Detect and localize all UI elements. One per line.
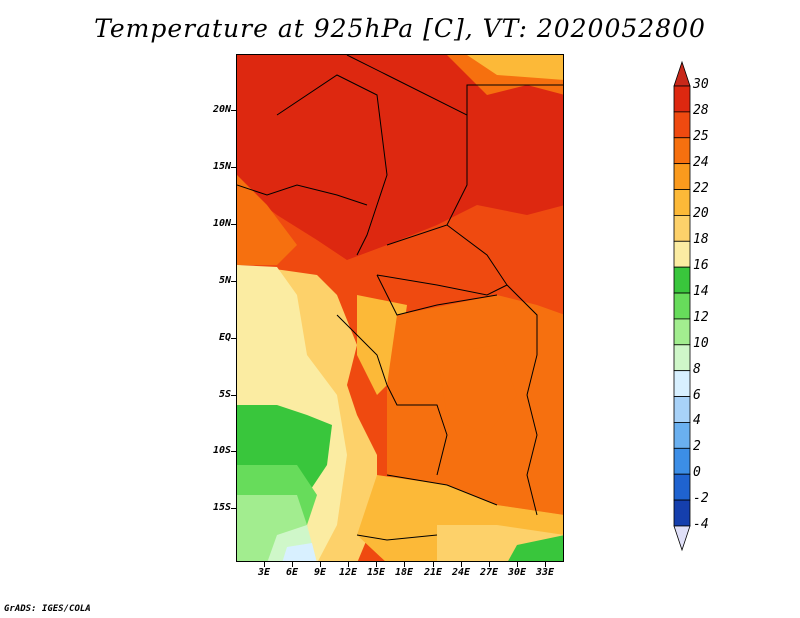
colorbar-label: 16 bbox=[693, 258, 709, 274]
lat-label-20n: 20N bbox=[212, 104, 231, 115]
colorbar-swatch bbox=[673, 240, 691, 268]
colorbar bbox=[673, 60, 691, 552]
colorbar-swatch bbox=[673, 137, 691, 165]
colorbar-label: 22 bbox=[693, 180, 709, 196]
lon-tick bbox=[545, 562, 546, 567]
colorbar-swatch bbox=[673, 266, 691, 294]
colorbar-swatch bbox=[673, 292, 691, 320]
lon-label-9e: 9E bbox=[313, 567, 327, 578]
colorbar-swatch bbox=[673, 214, 691, 242]
colorbar-label: 4 bbox=[693, 413, 701, 429]
lon-tick bbox=[517, 562, 518, 567]
lon-label-33e: 33E bbox=[535, 567, 555, 578]
colorbar-swatch bbox=[673, 447, 691, 475]
lat-tick bbox=[231, 224, 236, 225]
colorbar-swatch bbox=[673, 396, 691, 423]
colorbar-label: 8 bbox=[693, 361, 701, 377]
colorbar-swatch bbox=[673, 189, 691, 216]
colorbar-swatch bbox=[673, 318, 691, 346]
lon-tick bbox=[489, 562, 490, 567]
colorbar-label: 30 bbox=[693, 77, 709, 92]
lon-label-30e: 30E bbox=[507, 567, 527, 578]
lat-label-5n: 5N bbox=[218, 275, 231, 286]
colorbar-under-triangle bbox=[673, 525, 691, 552]
lat-label-10n: 10N bbox=[212, 218, 231, 229]
colorbar-label: 18 bbox=[693, 232, 709, 248]
lon-label-27e: 27E bbox=[479, 567, 499, 578]
lat-tick bbox=[231, 395, 236, 396]
lat-tick bbox=[231, 110, 236, 111]
colorbar-swatch bbox=[673, 85, 691, 113]
colorbar-label: 24 bbox=[693, 154, 709, 170]
colorbar-label: 2 bbox=[693, 439, 701, 455]
lon-tick bbox=[461, 562, 462, 567]
colorbar-swatch bbox=[673, 499, 691, 527]
colorbar-swatch bbox=[673, 473, 691, 501]
colorbar-swatch bbox=[673, 370, 691, 397]
lat-tick bbox=[231, 451, 236, 452]
colorbar-label: 20 bbox=[693, 206, 709, 222]
lon-tick bbox=[292, 562, 293, 567]
lat-label-15n: 15N bbox=[212, 161, 231, 172]
lon-label-18e: 18E bbox=[394, 567, 414, 578]
colorbar-label: 28 bbox=[693, 102, 709, 118]
colorbar-label: -4 bbox=[693, 516, 709, 532]
colorbar-over-triangle bbox=[673, 60, 691, 87]
colorbar-swatch bbox=[673, 163, 691, 190]
credit-text: GrADS: IGES/COLA bbox=[4, 604, 91, 614]
chart-title: Temperature at 925hPa [C], VT: 202005280… bbox=[94, 14, 706, 43]
colorbar-label: 0 bbox=[693, 465, 701, 481]
colorbar-swatch bbox=[673, 111, 691, 139]
lon-label-21e: 21E bbox=[423, 567, 443, 578]
lat-label-10s: 10S bbox=[212, 445, 231, 456]
lon-label-15e: 15E bbox=[366, 567, 386, 578]
lat-label-15s: 15S bbox=[212, 502, 231, 513]
lat-label-5s: 5S bbox=[218, 389, 231, 400]
map-field bbox=[237, 55, 563, 561]
lat-tick bbox=[231, 167, 236, 168]
colorbar-label: 10 bbox=[693, 335, 709, 351]
lon-tick bbox=[376, 562, 377, 567]
temperature-map bbox=[236, 54, 564, 562]
lon-label-12e: 12E bbox=[338, 567, 358, 578]
lon-label-24e: 24E bbox=[451, 567, 471, 578]
colorbar-swatch bbox=[673, 344, 691, 372]
lat-tick bbox=[231, 508, 236, 509]
colorbar-label: -2 bbox=[693, 491, 709, 507]
colorbar-swatch bbox=[673, 422, 691, 449]
lon-tick bbox=[404, 562, 405, 567]
colorbar-label: 14 bbox=[693, 284, 709, 300]
lon-label-3e: 3E bbox=[257, 567, 271, 578]
lat-label-eq: EQ bbox=[218, 332, 231, 343]
lon-label-6e: 6E bbox=[285, 567, 299, 578]
lon-tick bbox=[348, 562, 349, 567]
lat-tick bbox=[231, 338, 236, 339]
colorbar-label: 6 bbox=[693, 387, 701, 403]
lon-tick bbox=[264, 562, 265, 567]
colorbar-label: 25 bbox=[693, 128, 709, 144]
lat-tick bbox=[231, 281, 236, 282]
lon-tick bbox=[433, 562, 434, 567]
colorbar-label: 12 bbox=[693, 309, 709, 325]
lon-tick bbox=[320, 562, 321, 567]
